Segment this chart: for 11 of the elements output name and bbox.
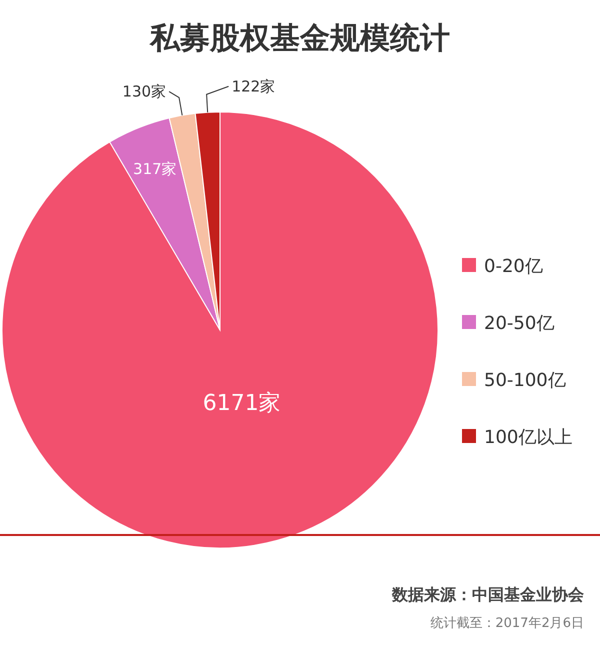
chart-title: 私募股权基金规模统计 [149, 21, 450, 56]
data-label: 317家 [133, 160, 177, 178]
legend-label: 50-100亿 [484, 370, 566, 391]
legend-label: 100亿以上 [484, 427, 572, 448]
data-label: 6171家 [202, 390, 281, 416]
data-label: 122家 [232, 77, 276, 96]
source-note: 数据来源：中国基金业协会 [391, 585, 585, 604]
text: 统计截至：2017年2月6日 [430, 616, 584, 631]
legend-label: 0-20亿 [484, 256, 543, 277]
data-label: 130家 [122, 82, 166, 101]
legend-label: 20-50亿 [484, 313, 554, 334]
